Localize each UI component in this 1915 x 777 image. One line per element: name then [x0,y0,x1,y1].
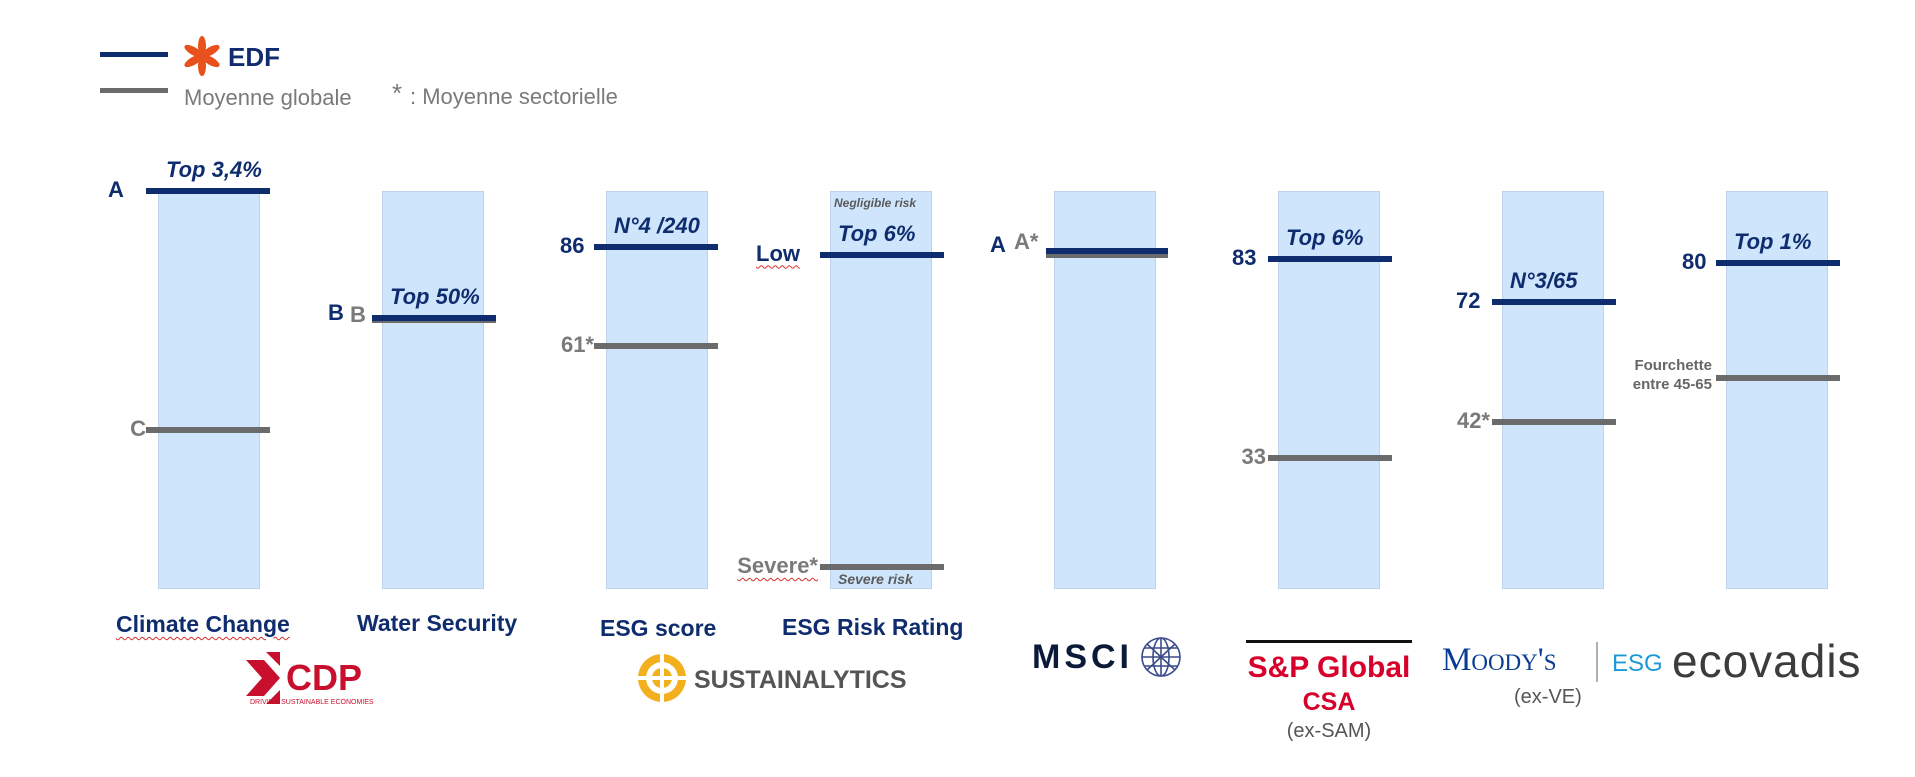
edf-flower-icon [184,36,220,76]
sp-logo-sub: (ex-SAM) [1286,720,1372,742]
edf-score-label: A [990,231,1006,257]
risk-top-note: Negligible risk [834,196,917,210]
edf-score-label: Low [756,240,800,266]
legend-sector-average: : Moyenne sectorielle [410,84,618,109]
rank-label: Top 50% [390,284,480,310]
sp-logo-line2: CSA [1302,688,1356,716]
moodys-divider [1596,642,1598,682]
moodys-logo-sub: (ex-VE) [1514,686,1582,708]
average-score-label: 61* [560,332,594,358]
rating-column [1726,191,1828,589]
average-score-label-line: entre 45-65 [1632,376,1712,394]
rank-label: Top 1% [1734,228,1812,254]
cdp-mark-icon [246,652,280,704]
average-score-bar [594,343,718,350]
rating-column [1278,191,1380,589]
rank-label: Top 3,4% [166,157,262,182]
average-score-label-line: Fourchette [1634,357,1712,375]
edf-score-label: 83 [1232,244,1257,270]
msci-logo-text: MSCI [1032,638,1133,676]
average-score-bar [1492,418,1616,425]
legend-sector-mark: * [392,78,403,108]
edf-logo: EDF [184,36,280,76]
category-esg-risk-rating: ESG Risk Rating [782,614,964,640]
rank-label: N°3/65 [1510,268,1578,294]
ecovadis-logo: ecovadis [1672,635,1862,687]
average-score-label: A* [1014,229,1039,255]
category-esg-score: ESG score [600,615,717,641]
average-score-label: 42* [1456,407,1490,433]
edf-score-bar [372,315,496,322]
rating-column [1502,191,1604,589]
moodys-esg-text: ESG [1612,650,1663,677]
average-score-bar [1268,454,1392,461]
cdp-logo: CDP DRIVING SUSTAINABLE ECONOMIES [246,652,374,706]
rating-column [606,191,708,589]
average-score-label: 33 [1241,443,1266,469]
average-score-bar [146,426,270,433]
sustainalytics-target-icon [638,654,686,702]
sp-top-rule [1246,640,1412,643]
average-score-bar [1716,375,1840,382]
legend-edf-line [100,52,168,57]
sp-logo-line1: S&P Global [1247,651,1411,684]
edf-score-bar [1046,247,1168,254]
legend-global-average: Moyenne globale [184,85,352,110]
edf-score-label: A [108,177,124,202]
average-score-bar [1046,252,1168,259]
edf-score-bar [146,188,270,194]
edf-score-bar [1268,255,1392,262]
legend-average-line [100,88,168,93]
cdp-logo-text: CDP [286,657,362,698]
edf-logo-text: EDF [228,42,280,72]
sustainalytics-logo: SUSTAINALYTICS [638,654,906,702]
edf-score-bar [1716,259,1840,266]
sustainalytics-logo-text: SUSTAINALYTICS [694,666,906,694]
edf-score-label: 86 [560,232,585,258]
edf-score-label: 72 [1456,288,1481,314]
edf-score-bar [594,243,718,250]
edf-score-label: 80 [1682,248,1707,274]
cdp-tagline: DRIVING SUSTAINABLE ECONOMIES [250,699,374,706]
msci-globe-icon [1141,637,1181,677]
edf-score-bar [1492,299,1616,306]
moodys-logo-text: Moody's [1442,642,1557,678]
risk-bottom-note: Severe risk [838,571,913,587]
average-score-label: C [130,415,146,441]
average-score-label: Severe* [737,553,818,579]
edf-score-label: B [328,300,344,326]
category-water-security: Water Security [357,610,518,636]
rank-label: N°4 /240 [614,212,700,238]
average-score-bar [820,564,944,571]
average-score-label: Fourchette entre 45-65 [1633,356,1712,394]
rating-column [382,191,484,589]
rating-column [158,191,260,589]
rank-label: Top 6% [838,220,916,246]
category-climate-change: Climate Change [116,611,290,637]
edf-score-bar [820,251,944,258]
rank-label: Top 6% [1286,224,1364,250]
average-score-label: B [350,302,366,328]
